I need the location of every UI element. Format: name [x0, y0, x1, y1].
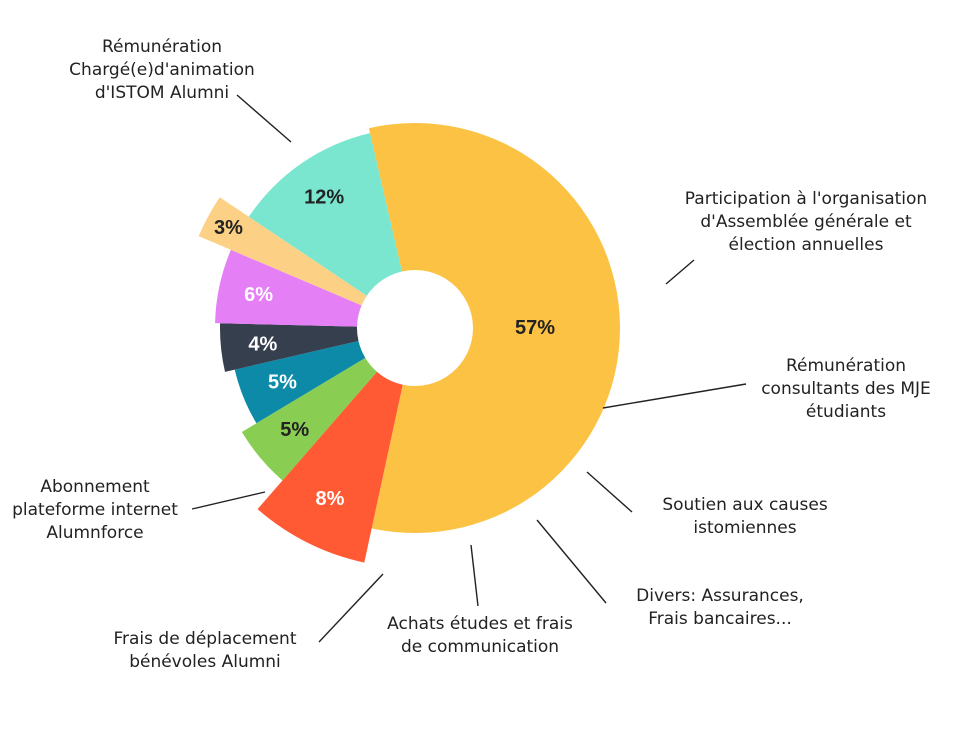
pie-slice-4: [234, 341, 366, 424]
category-label-line: d'Assemblée générale et: [700, 212, 912, 232]
leader-line-3: [602, 383, 747, 409]
leader-line-8: [191, 491, 266, 510]
pie-slice-8: [248, 133, 402, 296]
leader-line-7: [318, 573, 384, 643]
category-label-line: Soutien aux causes: [662, 495, 828, 515]
category-label-8: Abonnement plateforme internet Alumnforce: [12, 477, 178, 543]
category-label-line: Participation à l'organisation: [685, 189, 927, 209]
category-label-line: de communication: [401, 637, 559, 657]
percentage-labels: 57% 8% 5% 5% 4% 6% 3% 12%: [214, 186, 555, 510]
slice-value-label-6: 6%: [244, 284, 273, 306]
category-label-line: Chargé(e)d'animation: [69, 60, 255, 80]
category-label-line: d'ISTOM Alumni: [95, 83, 229, 103]
slice-value-label-7: 3%: [214, 217, 243, 239]
category-label-2: Participation à l'organisation d'Assemblé…: [685, 189, 927, 255]
leader-line-4: [586, 471, 633, 513]
category-label-line: plateforme internet: [12, 500, 178, 520]
category-label-line: étudiants: [806, 402, 886, 422]
category-label-line: Abonnement: [40, 477, 150, 497]
category-label-line: Achats études et frais: [387, 614, 573, 634]
pie-slices: [198, 122, 621, 563]
category-label-line: Frais bancaires...: [648, 609, 792, 629]
slice-value-label-4: 5%: [268, 372, 297, 394]
leader-lines: [191, 94, 747, 643]
slice-value-label-5: 4%: [248, 333, 277, 355]
category-label-line: Rémunération: [102, 37, 222, 57]
pie-slice-1: [368, 122, 621, 534]
pie-slice-2: [257, 371, 403, 563]
category-label-line: consultants des MJE: [761, 379, 931, 399]
slice-value-label-1: 57%: [515, 317, 555, 339]
pie-slice-7: [198, 197, 367, 306]
category-label-3: Rémunération consultants des MJE étudiants: [761, 356, 931, 422]
category-label-1: Rémunération Chargé(e)d'animation d'ISTOM …: [69, 37, 255, 103]
category-label-4: Soutien aux causes istomiennes: [662, 495, 828, 538]
slice-value-label-2: 8%: [315, 488, 344, 510]
category-label-line: Divers: Assurances,: [636, 586, 804, 606]
leader-line-1: [236, 94, 292, 143]
category-label-7: Frais de déplacement bénévoles Alumni: [113, 629, 296, 672]
category-label-line: Alumnforce: [46, 523, 143, 543]
pie-slice-6: [215, 249, 362, 327]
leader-line-2: [665, 259, 695, 285]
category-label-line: bénévoles Alumni: [129, 652, 281, 672]
pie-slice-5: [220, 323, 359, 372]
category-label-line: Frais de déplacement: [113, 629, 296, 649]
category-label-line: élection annuelles: [729, 235, 884, 255]
slice-value-label-8: 12%: [304, 186, 344, 208]
pie-slice-3: [241, 357, 377, 481]
slice-value-label-3: 5%: [280, 419, 309, 441]
leader-line-6: [470, 544, 479, 607]
category-label-5: Divers: Assurances, Frais bancaires...: [636, 586, 804, 629]
category-label-6: Achats études et frais de communication: [387, 614, 573, 657]
leader-line-5: [536, 519, 607, 604]
category-labels: Rémunération Chargé(e)d'animation d'ISTOM …: [12, 37, 931, 672]
category-label-line: istomiennes: [693, 518, 796, 538]
category-label-line: Rémunération: [786, 356, 906, 376]
